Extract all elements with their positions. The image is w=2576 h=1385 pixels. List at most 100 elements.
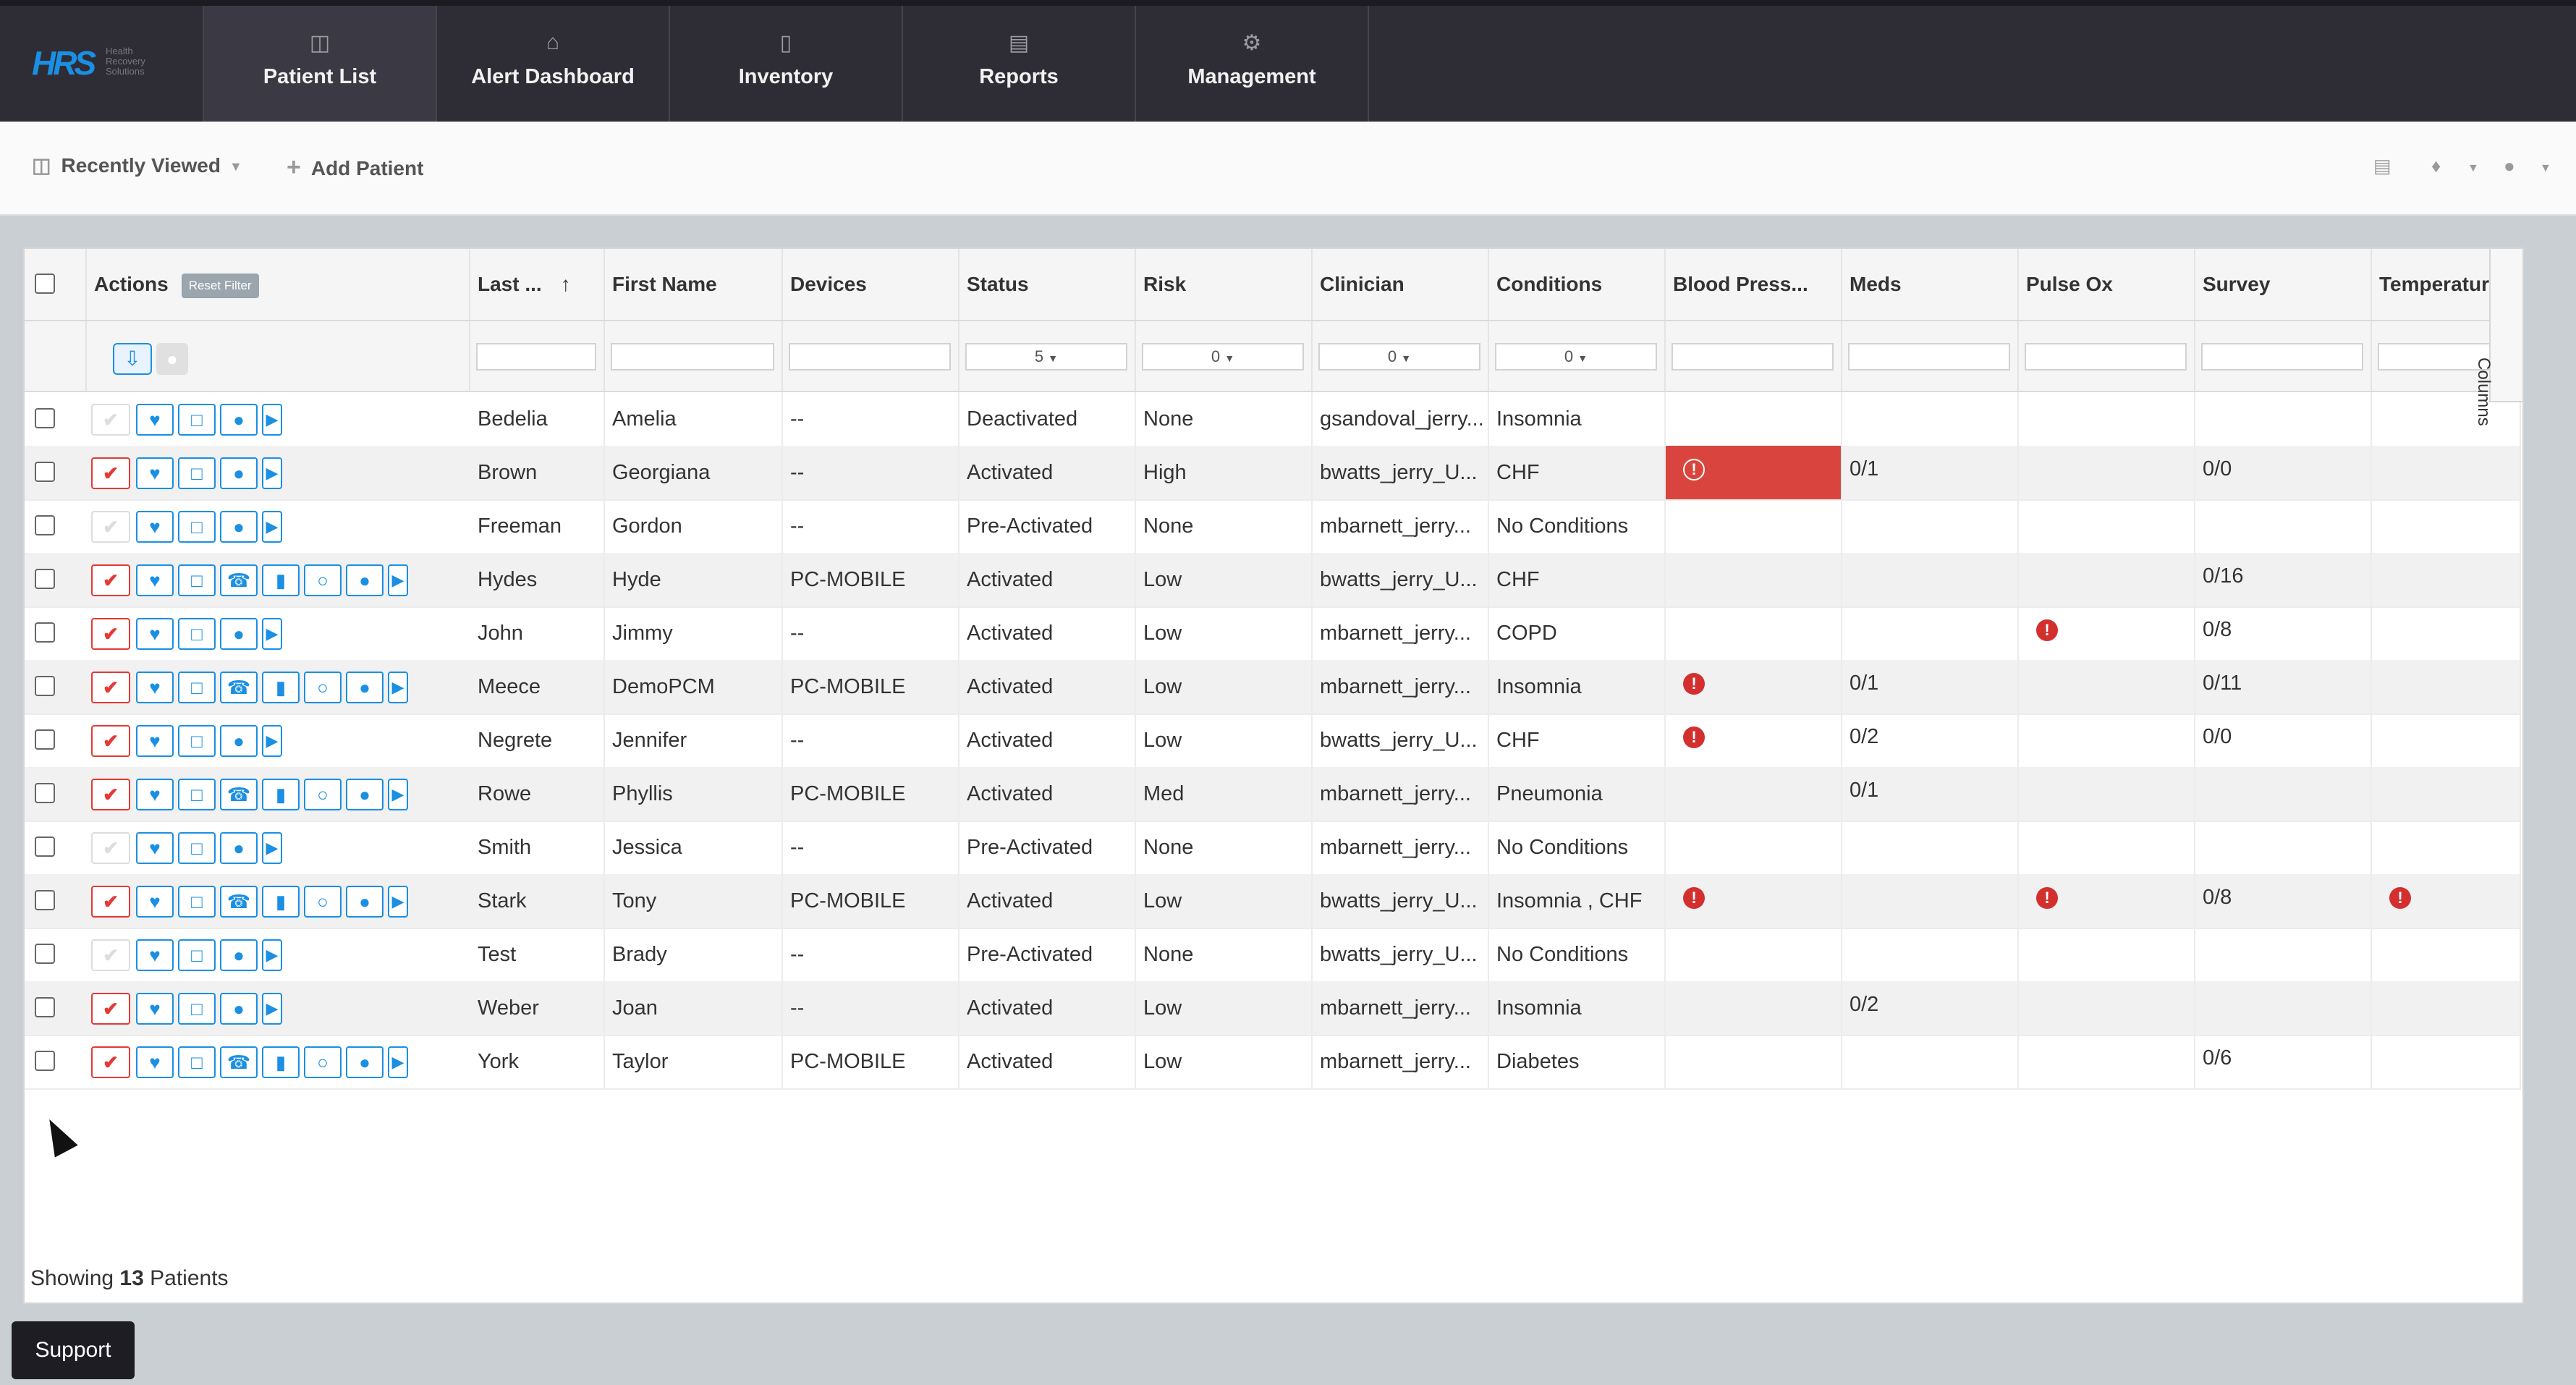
alert-icon[interactable]: ! [1683,459,1705,481]
header-clinician[interactable]: Clinician [1313,249,1489,320]
arrow-right-icon[interactable]: ▶ [262,832,282,864]
header-first-name[interactable]: First Name [605,249,783,320]
video-icon[interactable]: ▮ [262,886,300,918]
header-devices[interactable]: Devices [783,249,959,320]
arrow-right-icon[interactable]: ▶ [262,993,282,1025]
user-icon[interactable]: ● [346,1046,384,1078]
add-patient-button[interactable]: + Add Patient [287,153,423,182]
row-checkbox[interactable] [35,783,55,803]
alert-icon[interactable]: ! [1683,673,1705,695]
chat-icon[interactable]: ○ [304,886,342,918]
user-icon[interactable]: ● [220,511,258,543]
arrow-right-icon[interactable]: ▶ [262,404,282,436]
table-row[interactable]: ✔ ♥ □ ☎ ▮ ○ ● ▶ York Taylor PC-MOBILE Activated Low m… [25,1035,2521,1090]
arrow-right-icon[interactable]: ▶ [388,1046,408,1078]
heart-icon[interactable]: ♥ [136,404,174,436]
table-row[interactable]: ✔ ♥ □ ☎ ▮ ○ ● ▶ Meece DemoPCM PC-MOBILE Activated Lo… [25,660,2521,715]
heart-icon[interactable]: ♥ [136,618,174,650]
user-icon[interactable]: ● [346,672,384,703]
arrow-right-icon[interactable]: ▶ [262,511,282,543]
alert-icon[interactable]: ! [2036,619,2058,642]
chat-icon[interactable]: ○ [304,564,342,596]
table-row[interactable]: ✔ ♥ □ ● ▶ Smith Jessica -- Pre-Activated None mbar… [25,821,2521,876]
heart-icon[interactable]: ♥ [136,993,174,1025]
video-icon[interactable]: ▮ [262,1046,300,1078]
check-icon[interactable]: ✔ [91,725,130,757]
table-row[interactable]: ✔ ♥ □ ● ▶ Brown Georgiana -- Activated High bwatts… [25,446,2521,501]
clinician-filter-select[interactable]: 0 ▼ [1318,343,1480,370]
header-pulse-ox[interactable]: Pulse Ox [2019,249,2195,320]
chat-icon[interactable]: ○ [304,672,342,703]
check-icon[interactable]: ✔ [91,939,130,971]
meds-filter-input[interactable] [1848,343,2010,370]
table-row[interactable]: ✔ ♥ □ ● ▶ Bedelia Amelia -- Deactivated None gsand… [25,392,2521,447]
header-meds[interactable]: Meds [1842,249,2019,320]
heart-icon[interactable]: ♥ [136,886,174,918]
note-icon[interactable]: □ [178,511,216,543]
nav-tab-inventory[interactable]: ▯ Inventory [670,6,903,122]
user-icon[interactable]: ● [346,886,384,918]
logo[interactable]: HRS Health Recovery Solutions [0,6,204,122]
user-icon[interactable]: ● [220,939,258,971]
arrow-right-icon[interactable]: ▶ [388,779,408,810]
recently-viewed-dropdown[interactable]: ◫ Recently Viewed ▼ [32,153,242,177]
header-status[interactable]: Status [959,249,1136,320]
row-checkbox[interactable] [35,1051,55,1071]
print-icon[interactable]: ▤ [2373,155,2391,177]
reset-filter-button[interactable]: Reset Filter [181,273,259,298]
status-filter-select[interactable]: 5 ▼ [965,343,1127,370]
user-caret-icon[interactable]: ▼ [2540,162,2551,174]
header-conditions[interactable]: Conditions [1489,249,1666,320]
user-icon[interactable]: ● [156,343,188,375]
header-temperature[interactable]: Temperature [2372,249,2521,320]
check-icon[interactable]: ✔ [91,618,130,650]
arrow-right-icon[interactable]: ▶ [388,564,408,596]
header-last-name[interactable]: Last ... ↑ [470,249,605,320]
heart-icon[interactable]: ♥ [136,1046,174,1078]
heart-icon[interactable]: ♥ [136,564,174,596]
pulse-ox-filter-input[interactable] [2025,343,2187,370]
row-checkbox[interactable] [35,997,55,1017]
note-icon[interactable]: □ [178,457,216,489]
table-row[interactable]: ✔ ♥ □ ● ▶ Weber Joan -- Activated Low mbarnett_jer… [25,981,2521,1036]
bp-filter-input[interactable] [1672,343,1834,370]
heart-icon[interactable]: ♥ [136,832,174,864]
chat-icon[interactable]: ○ [304,779,342,810]
nav-tab-management[interactable]: ⚙ Management [1136,6,1369,122]
check-icon[interactable]: ✔ [91,564,130,596]
header-blood-pressure[interactable]: Blood Press... [1666,249,1842,320]
user-icon[interactable]: ● [346,779,384,810]
arrow-right-icon[interactable]: ▶ [262,457,282,489]
alert-icon[interactable]: ! [1683,887,1705,910]
user-icon[interactable]: ● [2504,155,2515,177]
devices-filter-input[interactable] [789,343,951,370]
arrow-right-icon[interactable]: ▶ [388,886,408,918]
risk-filter-select[interactable]: 0 ▼ [1142,343,1304,370]
phone-icon[interactable]: ☎ [220,779,258,810]
alert-icon[interactable]: ! [2036,887,2058,910]
chat-icon[interactable]: ○ [304,1046,342,1078]
header-survey[interactable]: Survey [2195,249,2372,320]
row-checkbox[interactable] [35,890,55,910]
note-icon[interactable]: □ [178,993,216,1025]
support-button[interactable]: Support [12,1321,135,1379]
arrow-right-icon[interactable]: ▶ [262,939,282,971]
columns-panel-toggle[interactable]: Columns [2474,249,2522,426]
user-icon[interactable]: ● [220,993,258,1025]
bell-icon[interactable]: ♦ [2431,155,2441,177]
row-checkbox[interactable] [35,462,55,482]
nav-tab-reports[interactable]: ▤ Reports [903,6,1136,122]
note-icon[interactable]: □ [178,672,216,703]
user-icon[interactable]: ● [220,725,258,757]
heart-icon[interactable]: ♥ [136,939,174,971]
note-icon[interactable]: □ [178,832,216,864]
check-icon[interactable]: ✔ [91,993,130,1025]
user-icon[interactable]: ● [220,832,258,864]
heart-icon[interactable]: ♥ [136,511,174,543]
table-row[interactable]: ✔ ♥ □ ☎ ▮ ○ ● ▶ Rowe Phyllis PC-MOBILE Activated Med… [25,767,2521,822]
row-checkbox[interactable] [35,729,55,750]
note-icon[interactable]: □ [178,939,216,971]
table-row[interactable]: ✔ ♥ □ ● ▶ Test Brady -- Pre-Activated None bwatts_… [25,928,2521,983]
bell-caret-icon[interactable]: ▼ [2467,162,2479,174]
nav-tab-patient-list[interactable]: ◫ Patient List [204,6,437,122]
